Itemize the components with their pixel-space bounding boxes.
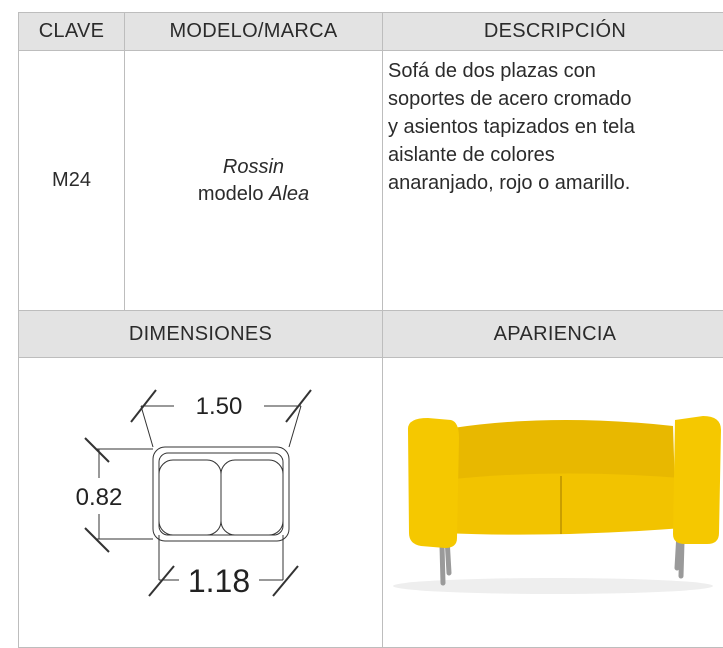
brand: Rossin bbox=[222, 155, 285, 178]
armrest bbox=[407, 418, 459, 548]
clave-cell: M24 bbox=[18, 51, 125, 311]
tick bbox=[84, 527, 110, 553]
clave: M24 bbox=[52, 169, 91, 191]
dimensions-cell: 1.50 0.82 1.18 bbox=[18, 358, 383, 648]
cushion bbox=[220, 459, 284, 536]
dimension-label: 1.18 bbox=[188, 563, 250, 599]
dimension-label: 1.50 bbox=[196, 393, 243, 420]
cushion bbox=[158, 459, 222, 536]
description-line: aislante de colores bbox=[388, 144, 555, 166]
ext-line bbox=[288, 405, 302, 448]
description-cell: Sofá de dos plazas con soportes de acero… bbox=[383, 51, 723, 311]
header-cell: APARIENCIA bbox=[383, 311, 723, 358]
tick bbox=[148, 565, 175, 597]
header-cell: DIMENSIONES bbox=[18, 311, 383, 358]
tick bbox=[285, 389, 312, 423]
header-cell: DESCRIPCIÓN bbox=[383, 12, 723, 51]
sofa-outline bbox=[152, 446, 290, 542]
sofa-image bbox=[393, 416, 721, 594]
tick bbox=[130, 389, 157, 423]
description-line: soportes de acero cromado bbox=[388, 88, 632, 110]
shadow bbox=[393, 578, 713, 594]
header-cell: CLAVE bbox=[18, 12, 125, 51]
header-cell: MODELO/MARCA bbox=[125, 12, 383, 51]
ext-line bbox=[140, 405, 154, 448]
backrest bbox=[451, 419, 675, 488]
description-line: y asientos tapizados en tela bbox=[388, 116, 635, 138]
description-line: Sofá de dos plazas con bbox=[388, 60, 596, 82]
seat bbox=[443, 473, 683, 535]
model: Alea bbox=[269, 182, 310, 205]
dimension-drawing: 1.50 0.82 1.18 bbox=[76, 389, 312, 599]
armrest bbox=[673, 416, 721, 544]
tick bbox=[272, 565, 299, 597]
dimension-label: 0.82 bbox=[76, 484, 123, 511]
model-cell: Rossin modelo Alea bbox=[125, 51, 383, 311]
model-line: modelo Alea bbox=[198, 181, 309, 208]
model-prefix: modelo bbox=[197, 182, 264, 205]
appearance-cell bbox=[383, 358, 723, 648]
description-line: anaranjado, rojo o amarillo. bbox=[388, 172, 631, 194]
tick bbox=[84, 437, 110, 463]
